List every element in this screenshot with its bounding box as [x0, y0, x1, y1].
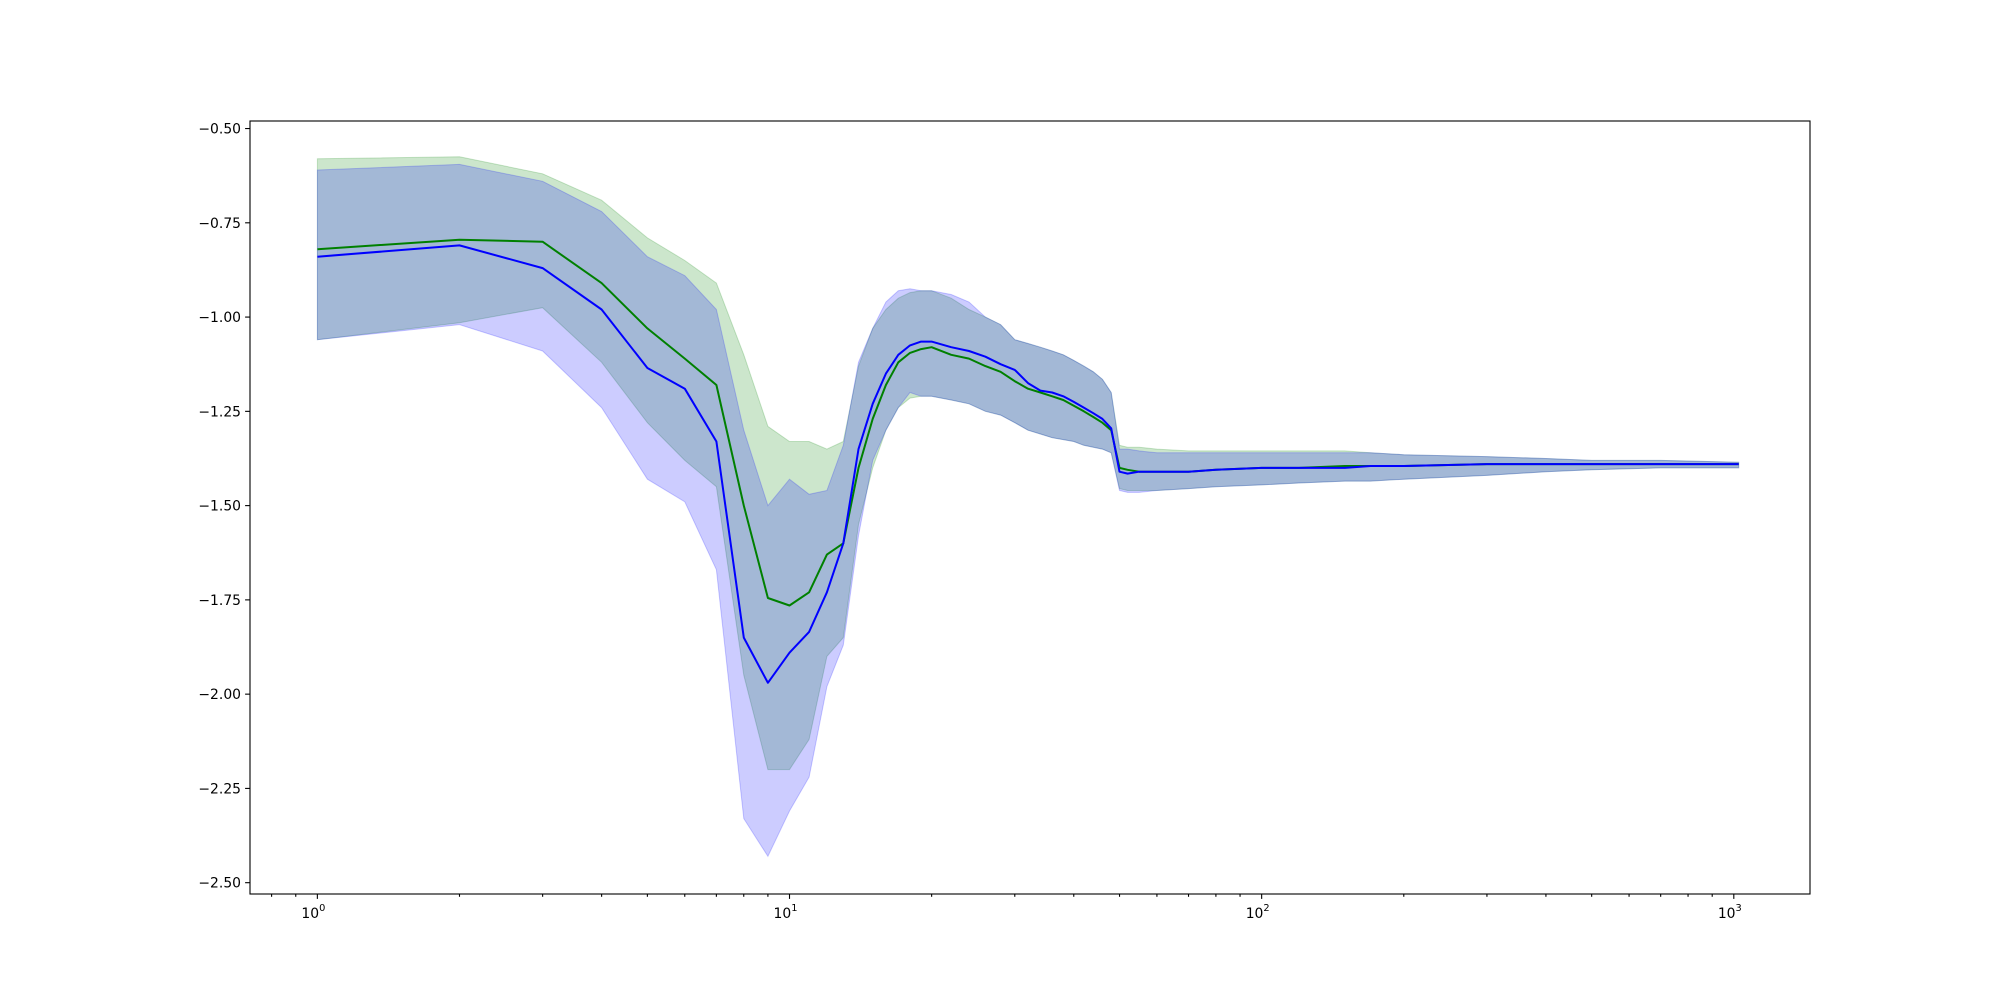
y-axis-ticks: −0.50 −0.75 −1.00 −1.25 −1.50 −1.75 −2.00 −2.25…	[198, 122, 250, 892]
series-1-band	[316, 156, 1740, 771]
y-tick-label: −1.25	[198, 404, 241, 420]
x-tick-label: 103	[1718, 903, 1742, 922]
y-tick-label: −0.50	[198, 122, 241, 138]
y-tick-label: −1.00	[198, 310, 241, 326]
y-tick-label: −2.25	[198, 781, 241, 797]
y-tick-label: −1.75	[198, 593, 241, 609]
x-tick-label: 101	[774, 903, 798, 922]
x-tick-label: 102	[1246, 903, 1270, 922]
series-lines	[317, 238, 1739, 684]
y-tick-label: −2.00	[198, 687, 241, 703]
confidence-bands	[316, 156, 1740, 858]
plot-frame	[249, 120, 1811, 895]
y-tick-label: −1.50	[198, 499, 241, 515]
series-2-band	[316, 163, 1740, 858]
series-2-line	[317, 244, 1739, 684]
x-tick-label: 100	[301, 903, 325, 922]
y-tick-label: −2.50	[198, 876, 241, 892]
y-tick-label: −0.75	[198, 216, 241, 232]
x-axis-ticks: 100 101 102 103	[271, 894, 1742, 922]
